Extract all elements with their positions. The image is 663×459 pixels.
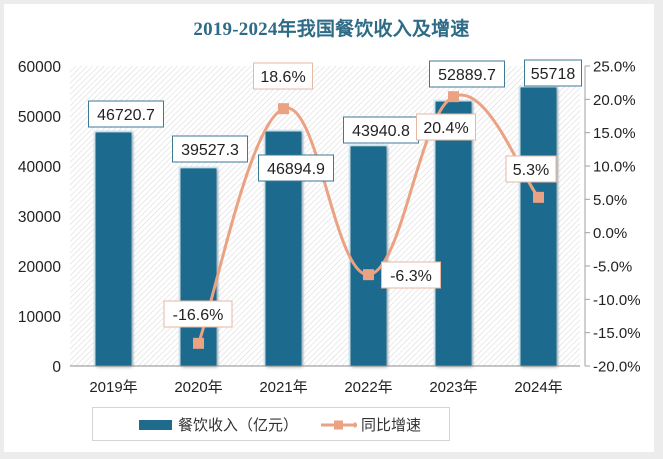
x-axis-tick-label: 2024年 [514,379,562,396]
right-axis-tick-label: 20.0% [593,92,636,109]
left-axis-tick-label: 50000 [18,109,61,126]
chart-title: 2019-2024年我国餐饮收入及增速 [193,19,470,40]
line-series [193,91,544,349]
legend-item-growth: 同比增速 [321,414,421,435]
bar-value-label: 43940.8 [352,123,410,140]
growth-value-label: 18.6% [260,69,305,86]
right-axis-tick-label: 10.0% [593,159,636,176]
legend-label-growth: 同比增速 [361,417,422,434]
left-axis-tick-label: 30000 [18,209,61,226]
growth-value-label: -16.6% [173,307,224,324]
legend: 餐饮收入（亿元） 同比增速 [92,407,450,441]
x-axis-tick-label: 2022年 [344,379,392,396]
bar-value-label-box [343,116,419,144]
left-axis-tick-label: 40000 [18,159,61,176]
right-axis-tick-label: 5.0% [593,192,627,209]
right-axis-tick-label: 0.0% [593,225,627,242]
bar [180,168,217,366]
growth-marker [363,269,374,281]
left-axis-tick-label: 0 [52,359,61,376]
bar-value-label-box [429,60,505,88]
growth-value-label-box [163,300,233,328]
bar-value-label: 39527.3 [181,142,239,159]
right-axis-tick-label: 15.0% [593,125,636,142]
legend-item-revenue: 餐饮收入（亿元） [139,414,298,435]
bar-series [93,85,559,366]
bar-value-label: 46720.7 [97,107,155,124]
growth-value-label-box [253,62,313,90]
bar [350,146,387,366]
growth-value-label: 20.4% [423,120,468,137]
x-axis: 2019年 2020年 2021年 2022年 2023年 2024年 [70,365,580,396]
legend-line-marker-icon [321,420,357,429]
right-axis-tick-label: 25.0% [593,59,636,76]
bar-value-label: 46894.9 [267,161,325,178]
growth-value-label: 5.3% [513,162,549,179]
growth-marker [533,191,544,203]
growth-value-label: -6.3% [390,268,432,285]
right-axis: -20.0% -15.0% -10.0% -5.0% 0.0% 5.0% 10.0% 15.0… [584,59,641,376]
right-axis-tick-label: -15.0% [593,325,641,342]
x-axis-tick-label: 2021年 [259,379,307,396]
bar-value-label-box [258,154,334,182]
left-axis-tick-label: 20000 [18,259,61,276]
x-axis-tick-label: 2023年 [429,379,477,396]
growth-marker [448,91,459,103]
right-axis-tick-label: -20.0% [593,359,641,376]
right-axis-tick-label: -5.0% [593,259,632,276]
left-axis: 0 10000 20000 30000 40000 50000 60000 [18,59,61,376]
legend-bar-swatch-icon [139,419,172,430]
bar-value-label: 55718 [531,66,576,83]
growth-line [197,93,540,344]
growth-value-label-box [416,113,476,141]
x-axis-tick-label: 2020年 [174,379,222,396]
growth-value-label-box [381,261,441,289]
growth-value-label-box [505,155,557,183]
bar-value-label-box [88,100,164,128]
left-axis-tick-label: 60000 [18,59,61,76]
right-axis-tick-label: -10.0% [593,292,641,309]
bar-value-label: 52889.7 [438,67,496,84]
growth-marker [278,103,289,115]
bar [95,132,132,366]
bar-value-label-box [524,59,582,87]
data-labels: 46720.7 39527.3 46894.9 43940.8 52889.7 55718… [88,59,582,328]
bar [435,101,472,366]
bar [520,87,557,366]
x-axis-tick-label: 2019年 [89,379,137,396]
left-axis-tick-label: 10000 [18,309,61,326]
growth-marker [193,337,204,349]
bar-value-label-box [172,135,248,163]
legend-label-revenue: 餐饮收入（亿元） [178,417,299,434]
